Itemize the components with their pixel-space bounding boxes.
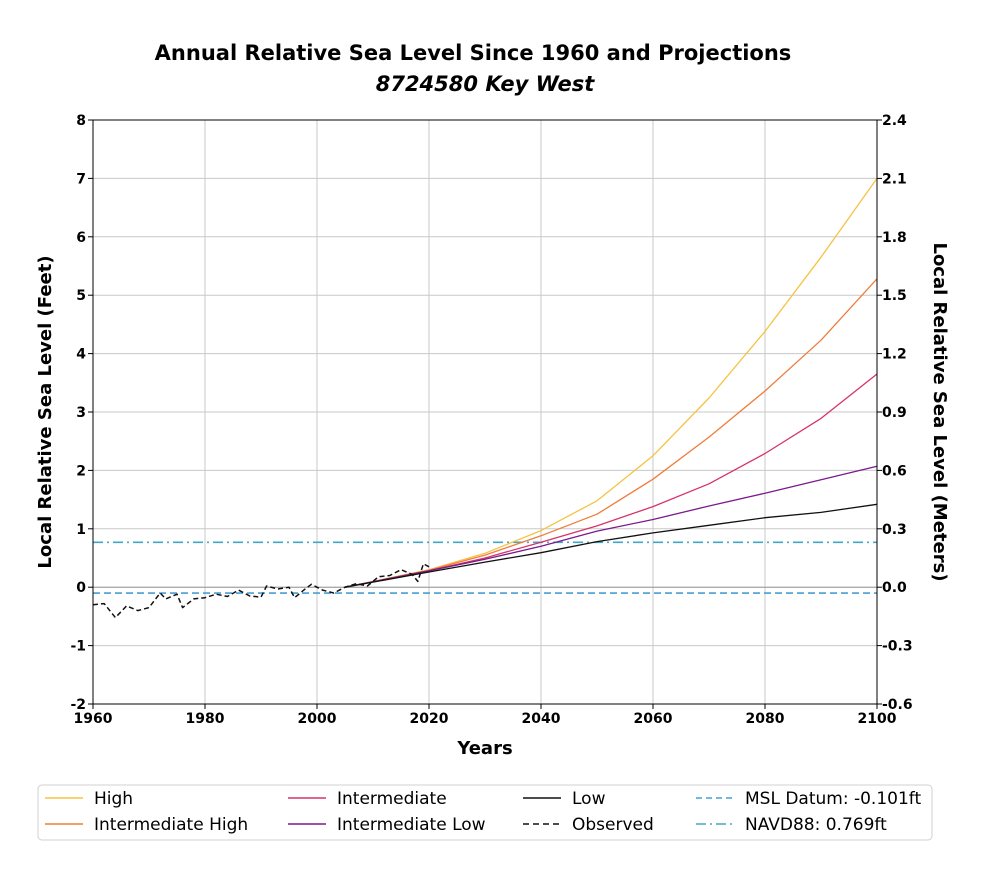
x-tick-label: 2080 — [746, 711, 785, 727]
y-tick-label: 3 — [76, 405, 86, 421]
legend-item: Intermediate High — [45, 815, 248, 835]
legend-label: Intermediate — [337, 789, 447, 809]
y-tick-label: 8 — [76, 113, 86, 129]
tick-labels: 1960 1980 2000 2020 2040 2060 2080 2100 -2 -1 0 1 2 3… — [70, 113, 912, 727]
y-right-tick-label: 1.5 — [882, 288, 907, 304]
legend-label: Intermediate High — [94, 815, 248, 835]
x-tick-label: 2100 — [858, 711, 897, 727]
series-line — [344, 465, 878, 588]
y-right-tick-label: 0.6 — [882, 463, 907, 479]
y-tick-label: 6 — [76, 230, 86, 246]
series-line — [344, 503, 878, 588]
series-line — [344, 373, 878, 588]
legend-label: NAVD88: 0.769ft — [745, 815, 887, 835]
x-tick-label: 2060 — [634, 711, 673, 727]
legend-label: Observed — [572, 815, 654, 835]
y-tick-label: 2 — [76, 463, 86, 479]
y-axis-label-right: Local Relative Sea Level (Meters) — [929, 242, 950, 581]
x-tick-label: 2040 — [522, 711, 561, 727]
series-line — [344, 278, 878, 588]
y-right-tick-label: 2.1 — [882, 171, 907, 187]
y-right-tick-label: -0.3 — [882, 639, 913, 655]
legend: High Intermediate High Intermediate Interme… — [37, 784, 933, 841]
y-tick-label: 0 — [76, 580, 86, 596]
y-tick-label: 7 — [76, 171, 86, 187]
y-tick-label: 1 — [76, 522, 86, 538]
legend-item: Low — [523, 789, 606, 809]
y-right-tick-label: 0.0 — [882, 580, 907, 596]
x-tick-label: 2000 — [298, 711, 337, 727]
x-tick-label: 2020 — [410, 711, 449, 727]
x-tick-label: 1980 — [186, 711, 225, 727]
legend-label: High — [94, 789, 133, 809]
series-lines — [92, 178, 878, 619]
legend-item: Observed — [523, 815, 654, 835]
reference-lines — [93, 541, 877, 594]
x-tick-label: 1960 — [74, 711, 113, 727]
x-axis-label: Years — [456, 738, 512, 759]
y-tick-label: -2 — [70, 697, 86, 713]
legend-label: Intermediate Low — [337, 815, 486, 835]
y-tick-label: 4 — [76, 347, 86, 363]
y-right-tick-label: 1.8 — [882, 230, 907, 246]
series-line — [344, 178, 878, 588]
legend-item: Intermediate — [288, 789, 447, 809]
legend-item: MSL Datum: -0.101ft — [696, 789, 921, 809]
legend-label: MSL Datum: -0.101ft — [745, 789, 921, 809]
legend-label: Low — [572, 789, 606, 809]
legend-item: Intermediate Low — [288, 815, 486, 835]
y-tick-label: 5 — [76, 288, 86, 304]
y-right-tick-label: 0.9 — [882, 405, 907, 421]
y-tick-label: -1 — [70, 639, 86, 655]
y-right-tick-label: -0.6 — [882, 697, 913, 713]
y-axis-label-left: Local Relative Sea Level (Feet) — [35, 255, 56, 568]
grid — [92, 119, 878, 705]
y-right-tick-label: 1.2 — [882, 347, 907, 363]
y-right-tick-label: 0.3 — [882, 522, 907, 538]
legend-item: NAVD88: 0.769ft — [696, 815, 887, 835]
chart-title: Annual Relative Sea Level Since 1960 and… — [155, 41, 792, 65]
y-right-tick-label: 2.4 — [882, 113, 907, 129]
chart-subtitle: 8724580 Key West — [376, 72, 596, 96]
legend-item: High — [45, 789, 133, 809]
series-line — [92, 563, 430, 619]
